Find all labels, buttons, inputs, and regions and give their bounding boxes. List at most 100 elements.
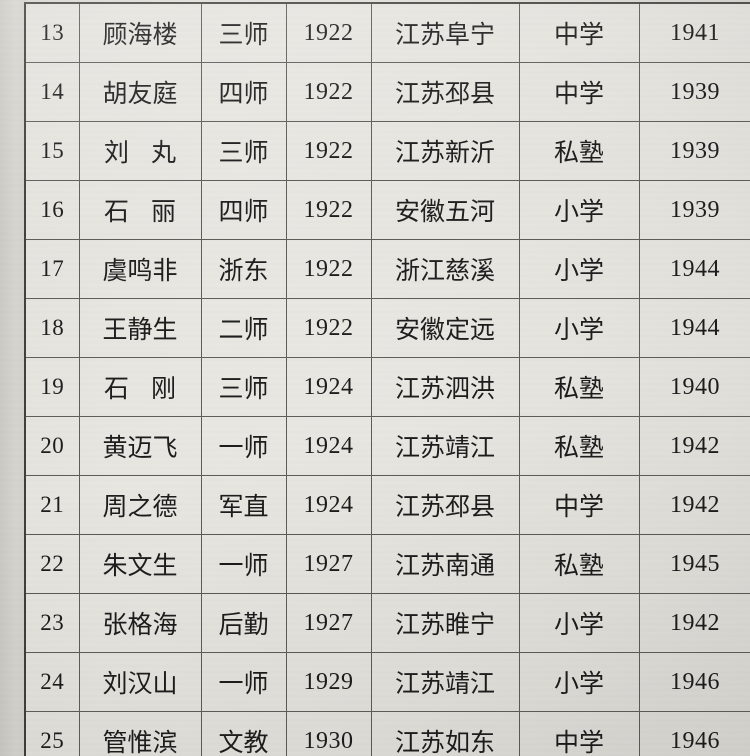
cell-native-place: 江苏靖江 [370, 416, 520, 476]
cell-birth-year: 1922 [285, 180, 372, 240]
cell-birth-year: 1922 [285, 2, 372, 63]
cell-row-number: 20 [24, 416, 80, 476]
table-row: 15刘丸三师1922江苏新沂私塾19391940 [24, 121, 750, 181]
cell-unit: 四师 [200, 62, 287, 122]
cell-row-number: 23 [24, 593, 80, 653]
cell-education: 小学 [518, 593, 640, 653]
cell-native-place: 江苏新沂 [370, 121, 520, 181]
cell-birth-year: 1922 [285, 239, 372, 299]
table-row: 25管惟滨文教1930江苏如东中学19461945 [24, 711, 750, 756]
cell-row-number: 25 [24, 711, 80, 756]
cell-row-number: 17 [24, 239, 80, 299]
cell-year-1: 1944 [638, 298, 750, 358]
cell-year-1: 1945 [638, 534, 750, 594]
cell-education: 私塾 [518, 416, 640, 476]
paper-left-margin [0, 0, 26, 756]
cell-person-name: 顾海楼 [78, 2, 202, 63]
table-row: 21周之德军直1924江苏邳县中学19421944 [24, 475, 750, 535]
cell-unit: 一师 [200, 416, 287, 476]
cell-native-place: 安徽五河 [370, 180, 520, 240]
cell-native-place: 安徽定远 [370, 298, 520, 358]
cell-birth-year: 1922 [285, 298, 372, 358]
table-row: 17虞鸣非浙东1922浙江慈溪小学19441944 [24, 239, 750, 299]
cell-birth-year: 1924 [285, 416, 372, 476]
cell-education: 私塾 [518, 534, 640, 594]
cell-education: 私塾 [518, 121, 640, 181]
table-row: 24刘汉山一师1929江苏靖江小学19461946 [24, 652, 750, 712]
cell-unit: 三师 [200, 121, 287, 181]
cell-education: 中学 [518, 475, 640, 535]
cell-birth-year: 1927 [285, 534, 372, 594]
cell-education: 小学 [518, 652, 640, 712]
cell-row-number: 16 [24, 180, 80, 240]
table-row: 20黄迈飞一师1924江苏靖江私塾19421949 [24, 416, 750, 476]
cell-native-place: 江苏南通 [370, 534, 520, 594]
cell-unit: 浙东 [200, 239, 287, 299]
cell-person-name: 周之德 [78, 475, 202, 535]
cell-year-1: 1942 [638, 593, 750, 653]
cell-year-1: 1941 [638, 2, 750, 63]
cell-birth-year: 1927 [285, 593, 372, 653]
cell-year-1: 1942 [638, 475, 750, 535]
cell-birth-year: 1924 [285, 475, 372, 535]
cell-unit: 三师 [200, 2, 287, 63]
cell-native-place: 江苏邳县 [370, 62, 520, 122]
cell-row-number: 19 [24, 357, 80, 417]
cell-education: 中学 [518, 711, 640, 756]
cell-person-name: 张格海 [78, 593, 202, 653]
cell-native-place: 江苏邳县 [370, 475, 520, 535]
roster-table: 13顾海楼三师1922江苏阜宁中学1941194214胡友庭四师1922江苏邳县… [24, 2, 750, 756]
cell-birth-year: 1924 [285, 357, 372, 417]
cell-person-name: 王静生 [78, 298, 202, 358]
cell-education: 小学 [518, 180, 640, 240]
cell-unit: 四师 [200, 180, 287, 240]
table-container: 13顾海楼三师1922江苏阜宁中学1941194214胡友庭四师1922江苏邳县… [24, 2, 750, 756]
table-row: 23张格海后勤1927江苏睢宁小学19421945 [24, 593, 750, 653]
cell-native-place: 江苏泗洪 [370, 357, 520, 417]
cell-row-number: 15 [24, 121, 80, 181]
cell-native-place: 江苏阜宁 [370, 2, 520, 63]
table-row: 13顾海楼三师1922江苏阜宁中学19411942 [24, 2, 750, 63]
table-row: 16石丽四师1922安徽五河小学19391940 [24, 180, 750, 240]
cell-person-name: 石刚 [78, 357, 202, 417]
cell-person-name: 朱文生 [78, 534, 202, 594]
cell-year-1: 1946 [638, 711, 750, 756]
cell-row-number: 24 [24, 652, 80, 712]
cell-native-place: 江苏靖江 [370, 652, 520, 712]
cell-year-1: 1939 [638, 62, 750, 122]
cell-year-1: 1939 [638, 121, 750, 181]
cell-person-name: 石丽 [78, 180, 202, 240]
cell-row-number: 13 [24, 2, 80, 63]
cell-person-name: 刘汉山 [78, 652, 202, 712]
cell-year-1: 1939 [638, 180, 750, 240]
cell-unit: 一师 [200, 652, 287, 712]
table-row: 18王静生二师1922安徽定远小学19441945 [24, 298, 750, 358]
cell-unit: 三师 [200, 357, 287, 417]
cell-education: 中学 [518, 62, 640, 122]
cell-unit: 军直 [200, 475, 287, 535]
cell-year-1: 1946 [638, 652, 750, 712]
cell-native-place: 江苏睢宁 [370, 593, 520, 653]
cell-row-number: 14 [24, 62, 80, 122]
cell-unit: 文教 [200, 711, 287, 756]
cell-education: 小学 [518, 239, 640, 299]
cell-row-number: 18 [24, 298, 80, 358]
table-row: 14胡友庭四师1922江苏邳县中学19391939 [24, 62, 750, 122]
cell-education: 中学 [518, 2, 640, 63]
cell-unit: 一师 [200, 534, 287, 594]
cell-year-1: 1944 [638, 239, 750, 299]
cell-education: 小学 [518, 298, 640, 358]
cell-person-name: 胡友庭 [78, 62, 202, 122]
cell-person-name: 虞鸣非 [78, 239, 202, 299]
cell-person-name: 管惟滨 [78, 711, 202, 756]
table-row: 22朱文生一师1927江苏南通私塾19451947 [24, 534, 750, 594]
cell-native-place: 江苏如东 [370, 711, 520, 756]
table-body: 13顾海楼三师1922江苏阜宁中学1941194214胡友庭四师1922江苏邳县… [24, 2, 750, 756]
cell-row-number: 22 [24, 534, 80, 594]
cell-birth-year: 1930 [285, 711, 372, 756]
cell-person-name: 黄迈飞 [78, 416, 202, 476]
cell-person-name: 刘丸 [78, 121, 202, 181]
cell-birth-year: 1922 [285, 121, 372, 181]
cell-year-1: 1940 [638, 357, 750, 417]
